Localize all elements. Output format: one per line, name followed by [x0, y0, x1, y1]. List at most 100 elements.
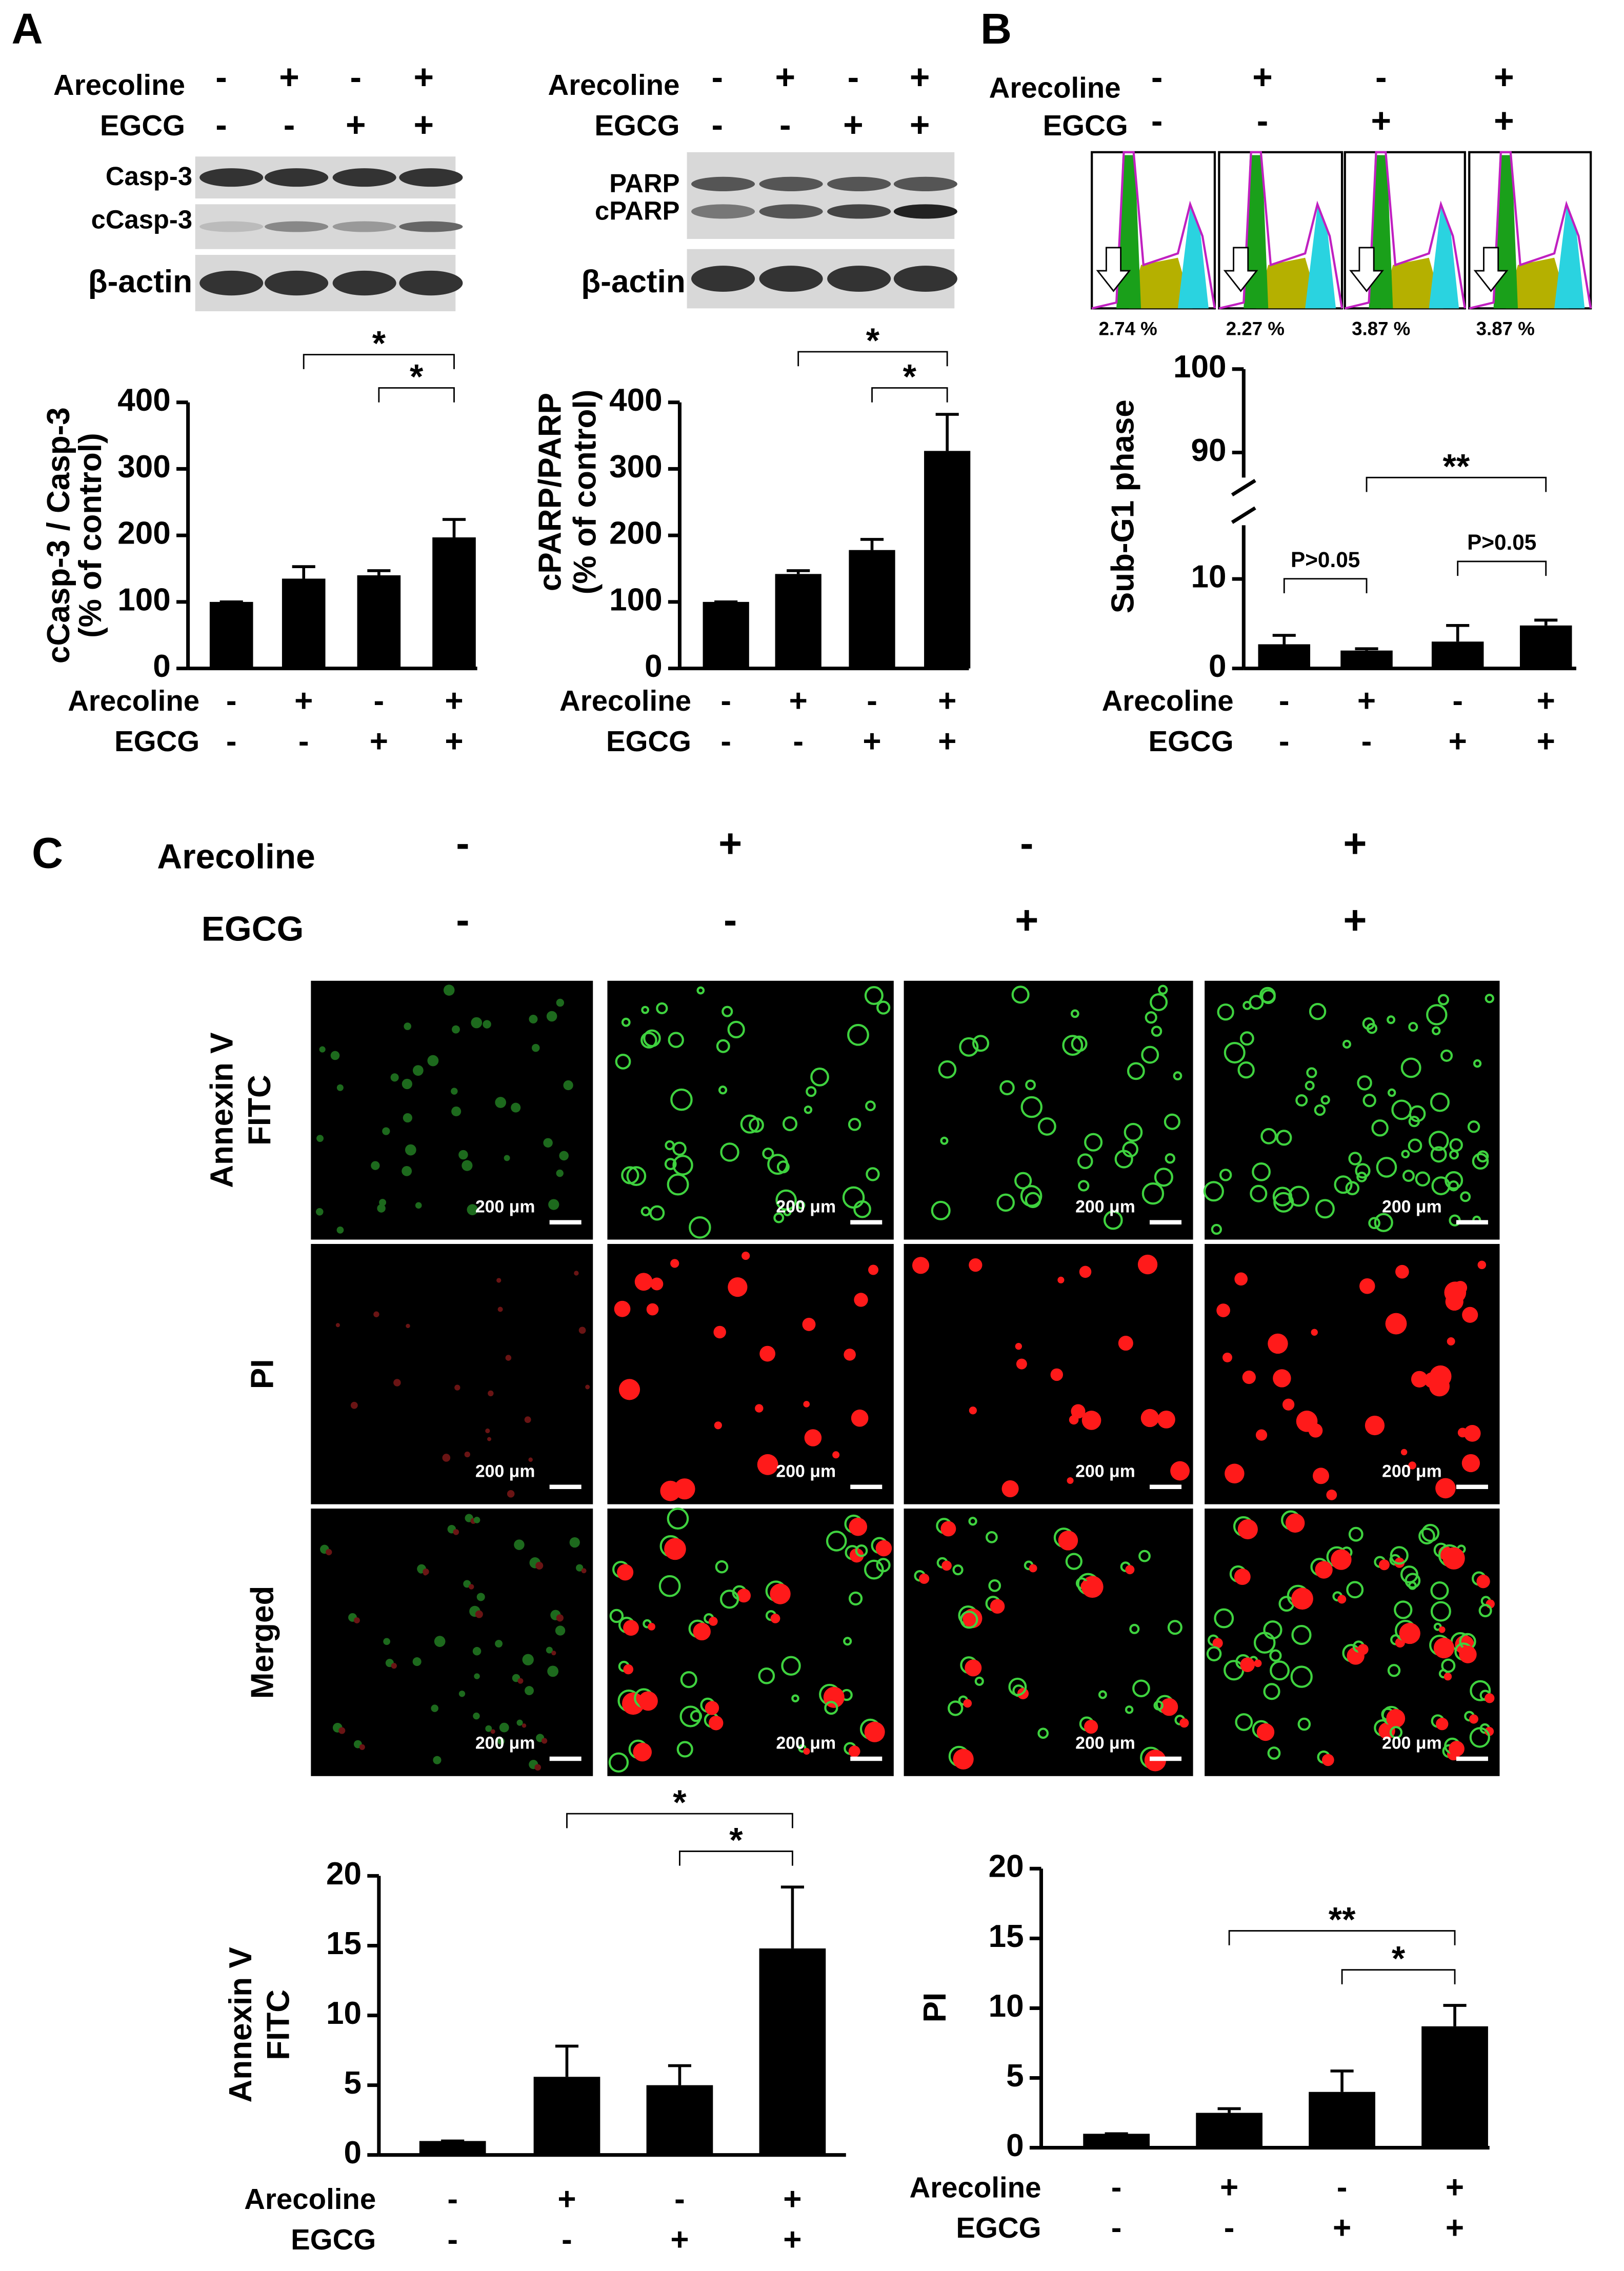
cell — [705, 1701, 719, 1715]
sign: + — [1220, 2170, 1238, 2205]
bracket — [1283, 578, 1368, 593]
cell-ring — [1125, 1705, 1134, 1714]
cell-ring — [1469, 1727, 1490, 1748]
micrograph — [607, 980, 894, 1240]
cell-ring — [1309, 1003, 1327, 1020]
cell — [574, 1271, 579, 1276]
sign: + — [1446, 2170, 1464, 2205]
cell-ring — [1430, 1581, 1449, 1600]
arrow — [1473, 247, 1509, 292]
sign: + — [1494, 58, 1514, 97]
cell — [393, 1379, 401, 1386]
cell — [963, 1699, 972, 1708]
y-tick-label: 400 — [609, 383, 663, 418]
significance-label: * — [372, 325, 386, 363]
cell — [1378, 1559, 1390, 1571]
sign: + — [789, 684, 808, 719]
band — [691, 176, 755, 191]
cell-ring — [1345, 1181, 1360, 1195]
y-axis-label: (% of control) — [73, 433, 108, 638]
cell — [1462, 1307, 1478, 1323]
histogram-fill — [1506, 257, 1569, 309]
bar — [759, 1948, 826, 2155]
y-tick-label: 10 — [1191, 559, 1226, 594]
row-label: Arecoline — [559, 685, 691, 717]
cell-ring — [1362, 1093, 1376, 1108]
cell-ring — [1387, 1664, 1401, 1677]
cell — [770, 1583, 791, 1604]
cell — [1385, 1313, 1407, 1335]
cell-ring — [1405, 1573, 1421, 1589]
band-label: β-actin — [88, 264, 192, 299]
sign: + — [557, 2181, 576, 2217]
sign: - — [720, 724, 731, 759]
sign: - — [712, 106, 724, 145]
cell-ring — [773, 1212, 785, 1223]
band — [332, 221, 396, 232]
cell — [451, 1106, 462, 1117]
cell — [319, 1046, 326, 1053]
bracket — [1341, 1969, 1456, 1984]
sign: + — [938, 724, 956, 759]
cell-ring — [1114, 1150, 1133, 1169]
cell-ring — [1259, 987, 1276, 1003]
cell — [1357, 1644, 1369, 1655]
histogram-g2 — [1429, 207, 1459, 309]
cell-ring — [865, 1100, 876, 1112]
bar — [1421, 2026, 1488, 2148]
micrograph — [311, 1509, 593, 1776]
cell-ring — [996, 1193, 1015, 1212]
cell — [832, 1451, 840, 1459]
cell — [377, 1204, 386, 1213]
row-label: EGCG — [114, 725, 199, 757]
cell-ring — [658, 1575, 681, 1597]
cell-ring — [1077, 1153, 1093, 1170]
cell — [614, 1300, 631, 1317]
cell — [851, 1409, 869, 1427]
cell-ring — [1151, 1026, 1162, 1037]
sign: - — [793, 724, 804, 759]
row-label: EGCG — [291, 2223, 376, 2256]
cell-ring — [931, 1200, 951, 1220]
bar — [533, 2077, 600, 2155]
cell-ring — [608, 1752, 629, 1773]
cell-ring — [1368, 1217, 1380, 1230]
cell-ring — [626, 1166, 647, 1187]
cell-ring — [715, 1560, 729, 1574]
cell — [350, 1401, 358, 1409]
cell-ring — [676, 1741, 693, 1758]
sign: + — [1357, 684, 1376, 719]
percent-label: 3.87 % — [1476, 318, 1535, 339]
cell — [849, 1517, 868, 1536]
cell — [1436, 1717, 1449, 1731]
arrow — [1096, 247, 1131, 292]
cell — [467, 1204, 478, 1215]
cell — [443, 984, 455, 996]
micrograph — [904, 1244, 1193, 1504]
sign: - — [215, 106, 227, 145]
sign: - — [284, 106, 295, 145]
cell-ring — [848, 1118, 861, 1131]
cell — [1433, 1637, 1454, 1659]
significance-label: * — [673, 1783, 687, 1822]
band — [827, 266, 891, 292]
cell — [1399, 1622, 1420, 1644]
sign: + — [1494, 102, 1514, 140]
cell-ring — [988, 1579, 1001, 1592]
sign: - — [712, 58, 724, 97]
panel-letter: B — [980, 4, 1012, 53]
cell — [1016, 1358, 1027, 1370]
row-label: EGCG — [1043, 109, 1128, 142]
cell — [473, 1712, 480, 1720]
scale-label: 200 μm — [475, 1462, 535, 1481]
y-axis-label: cPARP/PARP — [533, 393, 568, 591]
sign: - — [215, 58, 227, 97]
sign: - — [674, 2181, 685, 2217]
histogram-fill — [1256, 257, 1320, 309]
cell-ring — [664, 1158, 677, 1170]
y-tick-label: 300 — [117, 449, 171, 485]
sign: - — [456, 820, 469, 866]
cell-ring — [1154, 1168, 1173, 1187]
scale-label: 200 μm — [1382, 1462, 1442, 1481]
y-tick-label: 0 — [153, 649, 171, 684]
